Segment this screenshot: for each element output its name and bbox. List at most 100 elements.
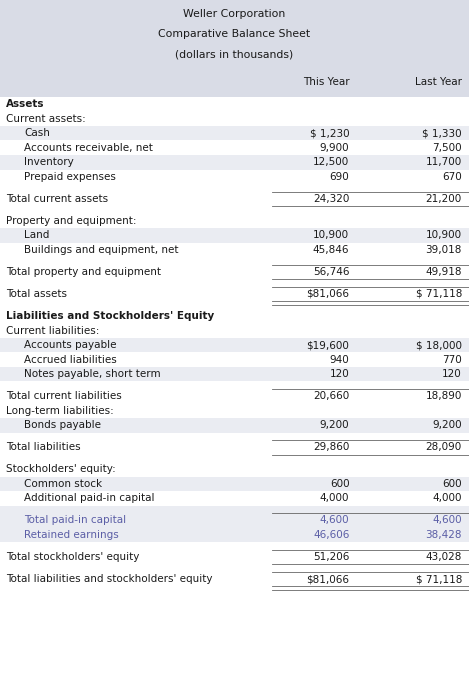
Bar (0, 155, 469, 169)
Text: Property and equipment:: Property and equipment: (6, 216, 136, 226)
Text: Total paid-in capital: Total paid-in capital (24, 515, 127, 525)
Text: 38,428: 38,428 (425, 530, 462, 540)
Text: Last Year: Last Year (415, 77, 462, 87)
Text: $ 18,000: $ 18,000 (416, 340, 462, 350)
Text: 51,206: 51,206 (313, 552, 349, 562)
Text: 690: 690 (330, 172, 349, 182)
Bar (0, 140, 469, 155)
Bar (0, 564, 469, 571)
Bar (0, 477, 469, 491)
Text: 12,500: 12,500 (313, 157, 349, 167)
Bar (0, 309, 469, 323)
Text: 9,900: 9,900 (320, 143, 349, 153)
Text: 21,200: 21,200 (426, 194, 462, 204)
Bar (0, 192, 469, 206)
Text: Total current liabilities: Total current liabilities (6, 391, 121, 401)
Text: Notes payable, short term: Notes payable, short term (24, 369, 161, 379)
Bar (0, 542, 469, 550)
Bar (0, 440, 469, 454)
Text: 18,890: 18,890 (425, 391, 462, 401)
Text: Accounts payable: Accounts payable (24, 340, 117, 350)
Text: Inventory: Inventory (24, 157, 74, 167)
Bar (0, 213, 469, 228)
Text: Total current assets: Total current assets (6, 194, 108, 204)
Text: 49,918: 49,918 (425, 267, 462, 277)
Text: $ 71,118: $ 71,118 (416, 574, 462, 584)
Text: 600: 600 (330, 479, 349, 489)
Text: 4,600: 4,600 (320, 515, 349, 525)
Bar (0, 352, 469, 367)
Bar (0, 265, 469, 279)
Bar (0, 301, 469, 309)
Text: Liabilities and Stockholders' Equity: Liabilities and Stockholders' Equity (6, 311, 214, 321)
Text: Common stock: Common stock (24, 479, 103, 489)
Bar (0, 462, 469, 477)
Bar (0, 242, 469, 257)
Text: 46,606: 46,606 (313, 530, 349, 540)
Text: 940: 940 (330, 355, 349, 365)
Text: Long-term liabilities:: Long-term liabilities: (6, 406, 113, 416)
Text: 45,846: 45,846 (313, 245, 349, 255)
Text: (dollars in thousands): (dollars in thousands) (175, 49, 294, 60)
Text: 670: 670 (442, 172, 462, 182)
Text: 770: 770 (442, 355, 462, 365)
Text: 4,000: 4,000 (432, 494, 462, 504)
Bar (0, 97, 469, 111)
Bar (0, 323, 469, 338)
Text: 10,900: 10,900 (313, 230, 349, 240)
Bar (0, 389, 469, 403)
Text: Total assets: Total assets (6, 289, 67, 299)
Text: 4,600: 4,600 (432, 515, 462, 525)
Bar (0, 206, 469, 213)
Text: Total liabilities and stockholders' equity: Total liabilities and stockholders' equi… (6, 574, 212, 584)
Text: 600: 600 (442, 479, 462, 489)
Text: Retained earnings: Retained earnings (24, 530, 119, 540)
Text: 9,200: 9,200 (320, 420, 349, 431)
Bar (0, 228, 469, 242)
Text: Cash: Cash (24, 128, 50, 138)
Text: Buildings and equipment, net: Buildings and equipment, net (24, 245, 179, 255)
Bar (0, 286, 469, 301)
Text: Current liabilities:: Current liabilities: (6, 326, 99, 336)
Text: Additional paid-in capital: Additional paid-in capital (24, 494, 155, 504)
Text: 11,700: 11,700 (426, 157, 462, 167)
Bar (0, 571, 469, 586)
Bar (0, 491, 469, 506)
Text: 56,746: 56,746 (313, 267, 349, 277)
Bar (0, 169, 469, 184)
Text: Assets: Assets (6, 99, 44, 109)
Bar (0, 126, 469, 140)
Bar (0, 527, 469, 542)
Text: 28,090: 28,090 (426, 442, 462, 452)
Text: Comparative Balance Sheet: Comparative Balance Sheet (159, 29, 310, 39)
Bar (0, 454, 469, 462)
Text: $ 1,230: $ 1,230 (310, 128, 349, 138)
Text: Accrued liabilities: Accrued liabilities (24, 355, 117, 365)
Text: $81,066: $81,066 (306, 574, 349, 584)
Text: Accounts receivable, net: Accounts receivable, net (24, 143, 153, 153)
Bar (0, 111, 469, 126)
Text: Current assets:: Current assets: (6, 114, 85, 124)
Bar (0, 513, 469, 527)
Bar (0, 184, 469, 192)
Text: $ 1,330: $ 1,330 (423, 128, 462, 138)
Bar (0, 0, 469, 97)
Text: 9,200: 9,200 (432, 420, 462, 431)
Bar (0, 367, 469, 381)
Text: 120: 120 (442, 369, 462, 379)
Bar (0, 433, 469, 440)
Bar (0, 550, 469, 564)
Bar (0, 381, 469, 389)
Text: 24,320: 24,320 (313, 194, 349, 204)
Bar (0, 418, 469, 433)
Text: 120: 120 (330, 369, 349, 379)
Text: Total liabilities: Total liabilities (6, 442, 80, 452)
Text: Stockholders' equity:: Stockholders' equity: (6, 464, 115, 475)
Bar (0, 257, 469, 265)
Text: Total stockholders' equity: Total stockholders' equity (6, 552, 139, 562)
Text: Bonds payable: Bonds payable (24, 420, 101, 431)
Text: This Year: This Year (303, 77, 349, 87)
Text: $ 71,118: $ 71,118 (416, 289, 462, 299)
Bar (0, 403, 469, 418)
Text: 10,900: 10,900 (426, 230, 462, 240)
